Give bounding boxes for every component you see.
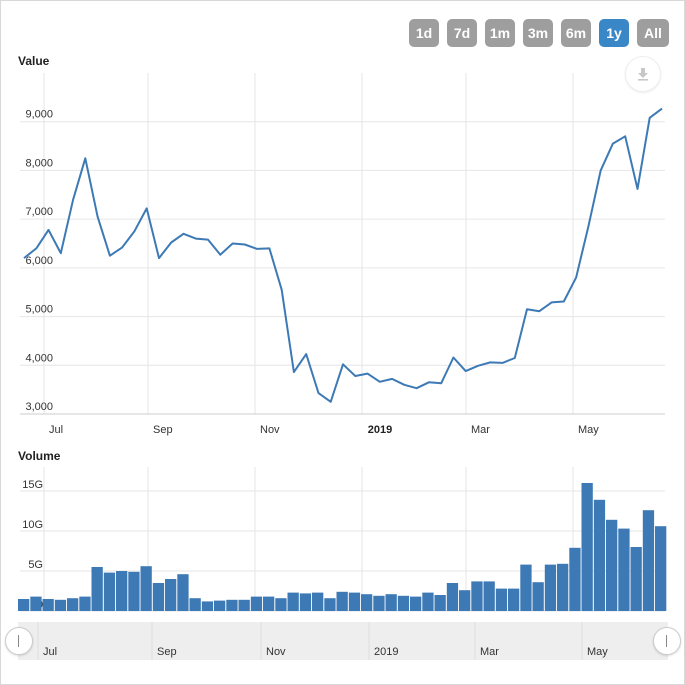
range-button-1d[interactable]: 1d — [409, 19, 439, 47]
range-button-7d[interactable]: 7d — [447, 19, 477, 47]
value-panel-title: Value — [18, 54, 50, 68]
range-button-3m[interactable]: 3m — [523, 19, 553, 47]
volume-bar — [287, 592, 299, 611]
volume-panel-title: Volume — [18, 449, 61, 463]
navigator-x-tick-label: May — [587, 646, 608, 658]
navigator-x-tick-label: Jul — [43, 646, 57, 658]
range-button-1m[interactable]: 1m — [485, 19, 515, 47]
volume-y-tick-label: 15G — [22, 479, 43, 491]
volume-bar — [238, 599, 250, 611]
value-x-tick-label: May — [578, 424, 599, 436]
volume-bar — [165, 579, 177, 611]
volume-bar — [30, 596, 42, 611]
volume-bar — [495, 588, 508, 611]
volume-bar — [483, 581, 495, 611]
volume-bar — [508, 588, 520, 611]
volume-bar — [116, 571, 128, 611]
volume-bar — [373, 595, 385, 611]
volume-bar — [189, 598, 201, 611]
value-y-tick-label: 9,000 — [25, 109, 53, 121]
volume-bar — [263, 596, 275, 611]
volume-bar — [140, 566, 152, 611]
volume-bar — [544, 564, 557, 611]
volume-bar — [67, 598, 79, 611]
volume-bar — [226, 599, 238, 611]
volume-bar — [642, 510, 655, 611]
volume-bar — [361, 594, 373, 611]
value-y-tick-label: 7,000 — [25, 206, 53, 218]
value-x-tick-label: Mar — [471, 424, 490, 436]
volume-bar — [569, 547, 581, 611]
volume-bar — [312, 592, 324, 611]
volume-y-tick-label: 5G — [28, 559, 43, 571]
volume-bar — [618, 528, 630, 611]
volume-bar — [581, 483, 593, 611]
navigator-x-tick-label: Sep — [157, 646, 177, 658]
volume-bar — [434, 595, 446, 611]
navigator-background — [18, 622, 668, 660]
volume-bar — [557, 563, 569, 611]
volume-bar — [532, 582, 544, 611]
value-x-tick-label: Nov — [260, 424, 280, 436]
volume-bar — [606, 519, 618, 611]
volume-bar — [54, 599, 67, 611]
range-button-1y[interactable]: 1y — [599, 19, 629, 47]
volume-bar — [471, 581, 483, 611]
volume-bar — [214, 600, 226, 611]
value-y-tick-label: 4,000 — [25, 352, 53, 364]
volume-bar — [336, 591, 348, 611]
volume-bar — [630, 547, 642, 611]
volume-bar — [459, 590, 471, 611]
range-button-all[interactable]: All — [637, 19, 669, 47]
volume-bar — [593, 499, 606, 611]
value-x-tick-label: 2019 — [368, 424, 392, 436]
volume-bar — [103, 572, 116, 611]
volume-bar — [385, 594, 397, 611]
value-y-tick-label: 8,000 — [25, 157, 53, 169]
volume-bar — [201, 601, 214, 611]
download-button[interactable] — [625, 56, 661, 92]
navigator-x-tick-label: 2019 — [374, 646, 398, 658]
navigator-x-tick-label: Nov — [266, 646, 286, 658]
volume-bar — [655, 526, 667, 611]
volume-bar — [275, 598, 287, 611]
volume-bar — [348, 592, 361, 611]
value-y-tick-label: 5,000 — [25, 304, 53, 316]
range-button-6m[interactable]: 6m — [561, 19, 591, 47]
volume-bar — [324, 598, 336, 611]
volume-bar — [79, 596, 91, 611]
volume-bar — [250, 596, 263, 611]
navigator-left-handle[interactable] — [5, 627, 33, 655]
value-x-tick-label: Sep — [153, 424, 173, 436]
value-series-line — [23, 107, 663, 403]
volume-y-tick-label: 10G — [22, 519, 43, 531]
volume-bar — [128, 571, 140, 611]
volume-bar — [177, 574, 189, 611]
value-y-tick-label: 6,000 — [25, 255, 53, 267]
value-y-tick-label: 3,000 — [25, 401, 53, 413]
volume-bar — [422, 592, 434, 611]
volume-bar — [42, 599, 54, 611]
volume-bar — [91, 567, 103, 611]
volume-bar — [299, 593, 312, 611]
download-icon — [638, 68, 648, 81]
volume-bar — [397, 595, 410, 611]
navigator-x-tick-label: Mar — [480, 646, 499, 658]
volume-bar — [446, 583, 459, 611]
volume-bar — [152, 583, 165, 611]
navigator-right-handle[interactable] — [653, 627, 681, 655]
volume-bar — [18, 599, 30, 611]
value-x-tick-label: Jul — [49, 424, 63, 436]
volume-bar — [520, 564, 532, 611]
volume-bar — [410, 596, 422, 611]
